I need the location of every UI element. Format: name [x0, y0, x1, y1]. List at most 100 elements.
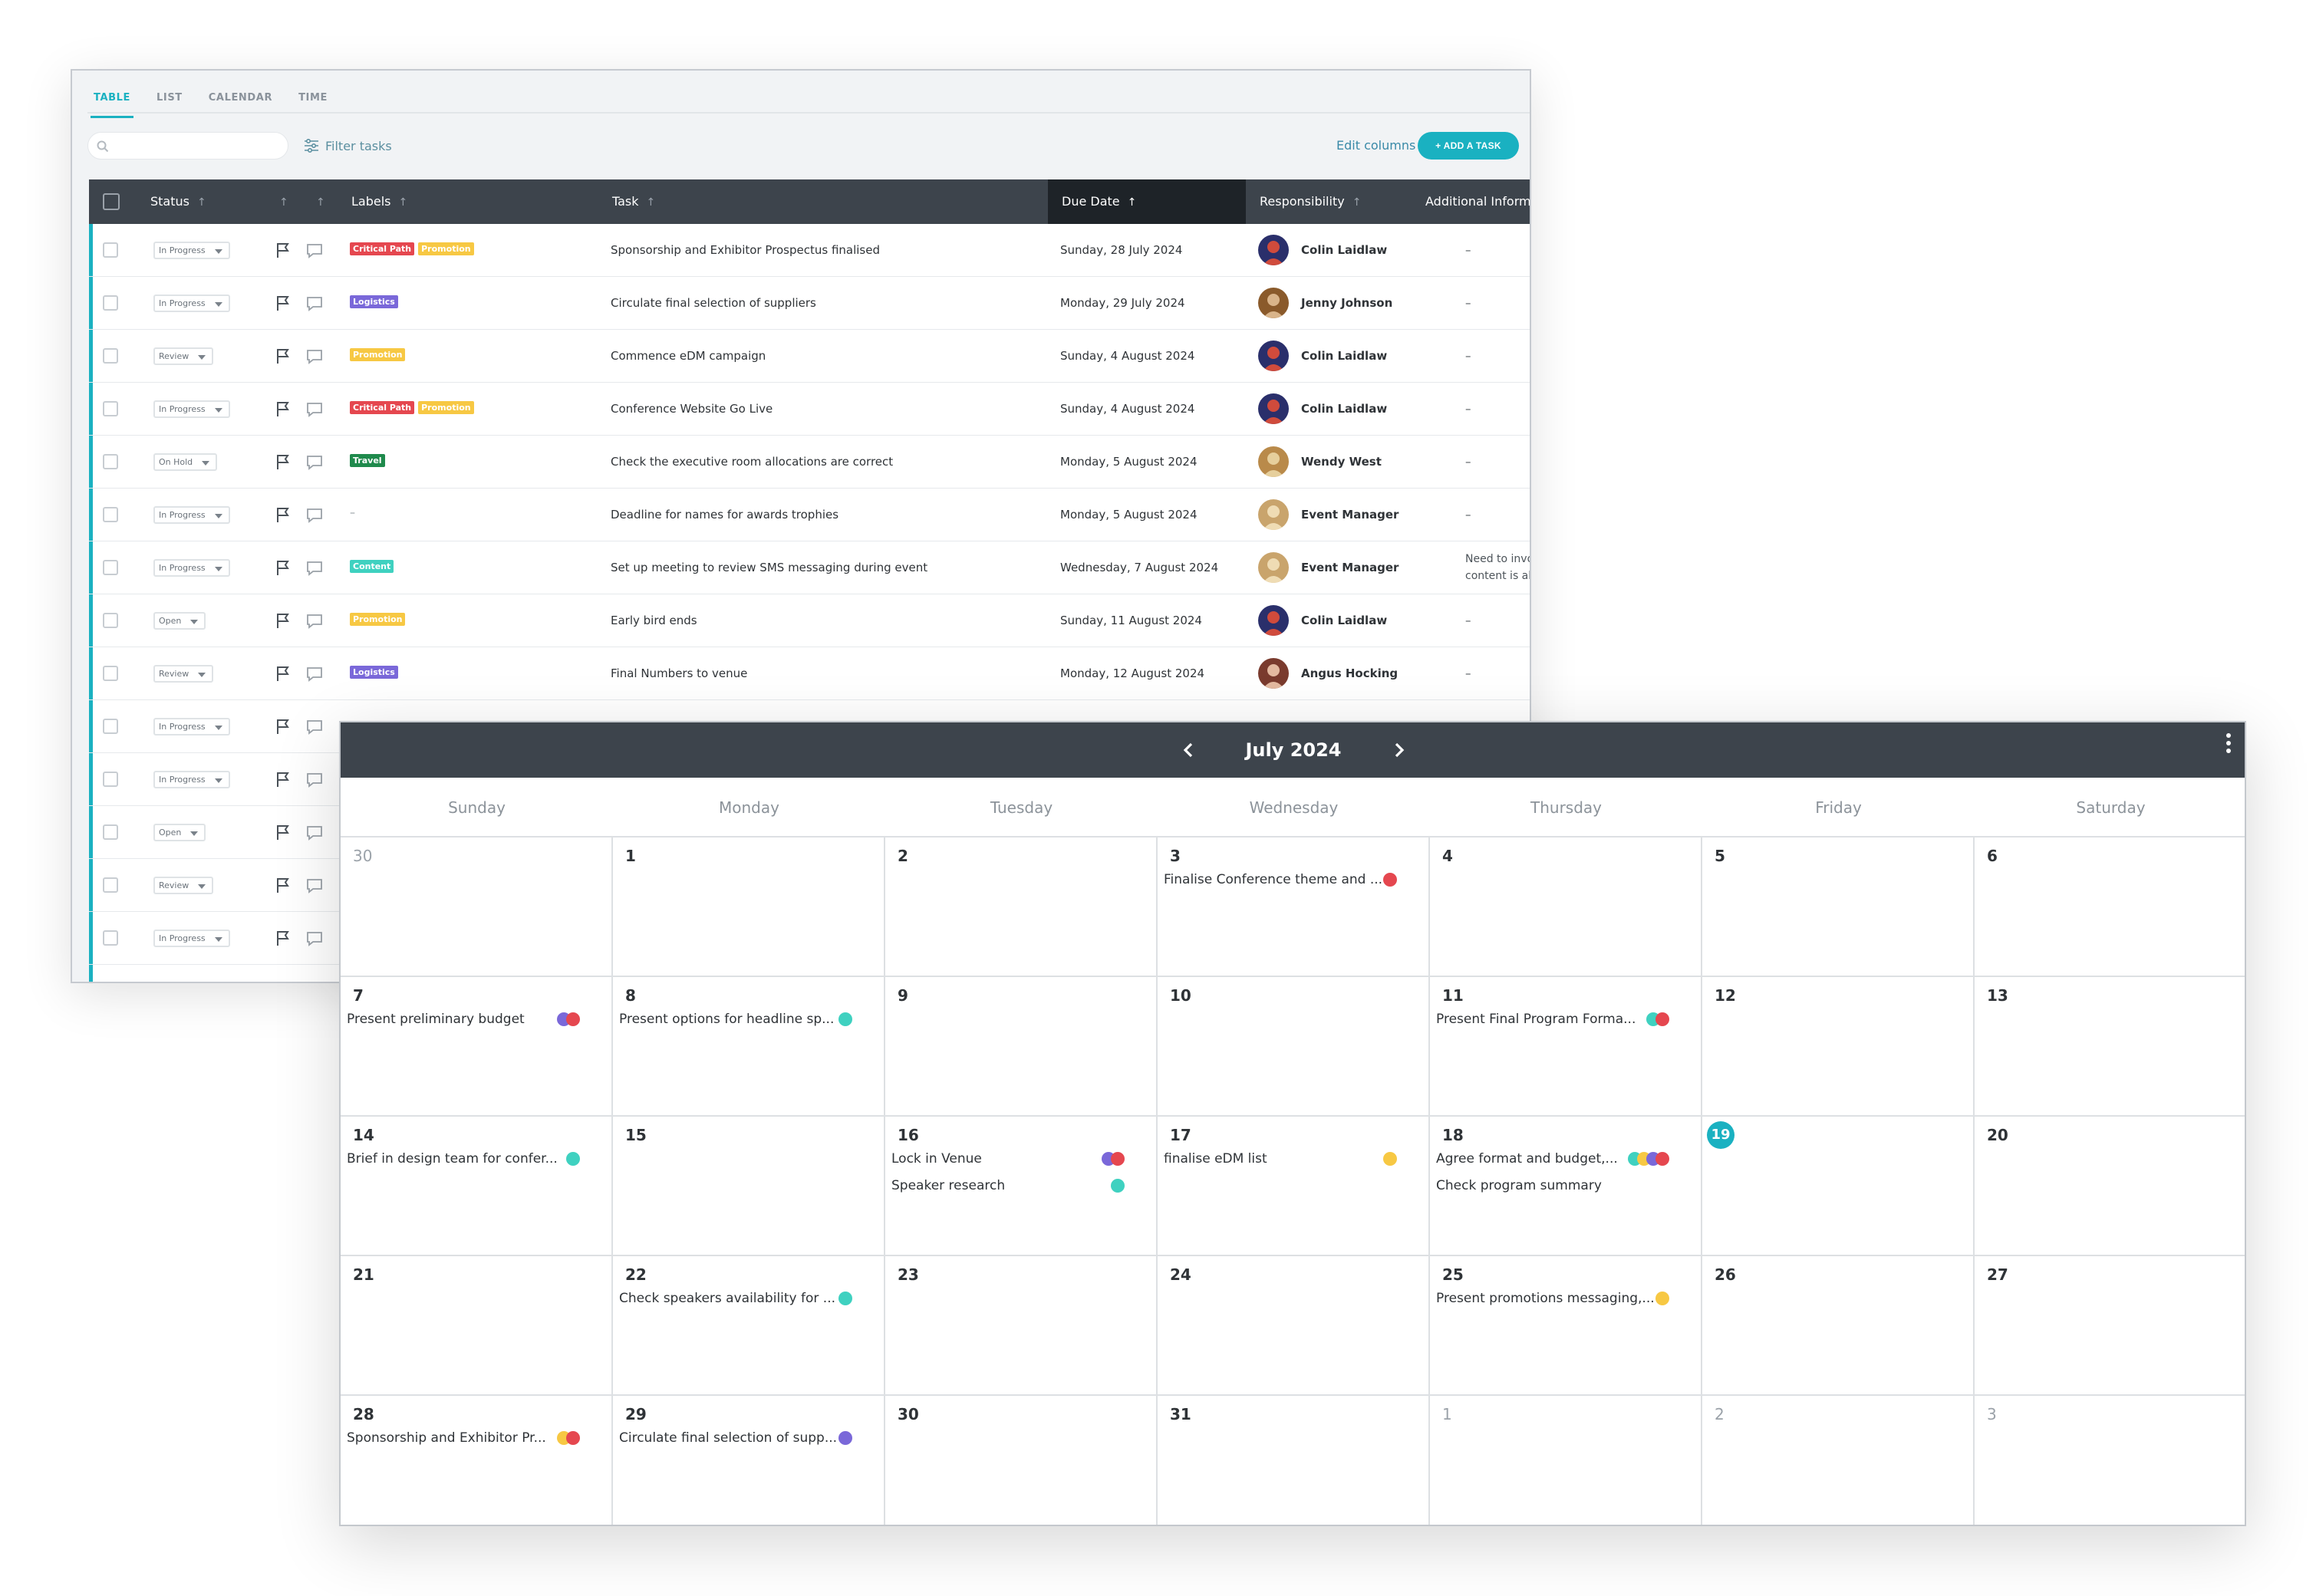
table-row[interactable]: In Progress – Deadline for names for award… [89, 489, 1530, 541]
labels-cell[interactable]: Promotion [350, 613, 406, 626]
calendar-event[interactable]: Agree format and budget,... [1436, 1147, 1618, 1170]
calendar-day-cell[interactable]: 28 Sponsorship and Exhibitor Pr... [341, 1396, 613, 1525]
status-dropdown[interactable]: In Progress [153, 718, 230, 735]
calendar-day-cell[interactable]: 2 [1702, 1396, 1975, 1525]
calendar-day-cell[interactable]: 12 [1702, 977, 1975, 1117]
status-dropdown[interactable]: In Progress [153, 559, 230, 577]
table-row[interactable]: Review Logistics Final Numbers to venue Mon… [89, 647, 1530, 700]
calendar-event[interactable]: Check program summary [1436, 1174, 1602, 1197]
flag-icon[interactable] [275, 770, 292, 788]
status-dropdown[interactable]: In Progress [153, 400, 230, 418]
row-checkbox[interactable] [103, 666, 118, 681]
calendar-day-cell[interactable]: 18 Agree format and budget,... Check progr… [1430, 1117, 1702, 1256]
calendar-day-cell[interactable]: 20 [1975, 1117, 2245, 1256]
comment-icon[interactable] [305, 613, 324, 630]
sort-arrow-icon[interactable]: ↑ [398, 196, 408, 209]
comment-icon[interactable] [305, 666, 324, 683]
row-checkbox[interactable] [103, 454, 118, 469]
status-dropdown[interactable]: In Progress [153, 771, 230, 788]
tab-table[interactable]: TABLE [91, 87, 133, 118]
task-name[interactable]: Deadline for names for awards trophies [611, 508, 839, 522]
table-row[interactable]: In Progress Logistics Circulate final sele… [89, 277, 1530, 330]
table-row[interactable]: On Hold Travel Check the executive room al… [89, 436, 1530, 489]
column-additional-info[interactable]: Additional Informa [1425, 179, 1530, 224]
calendar-day-cell[interactable]: 30 [885, 1396, 1158, 1525]
calendar-day-cell[interactable]: 17 finalise eDM list [1158, 1117, 1430, 1256]
status-dropdown[interactable]: On Hold [153, 453, 218, 471]
table-row[interactable]: Open Promotion Early bird ends Sunday, 11 A… [89, 594, 1530, 647]
calendar-day-cell[interactable]: 7 Present preliminary budget [341, 977, 613, 1117]
calendar-day-cell[interactable]: 1 [613, 837, 885, 977]
search-input[interactable] [114, 137, 275, 156]
task-name[interactable]: Sponsorship and Exhibitor Prospectus fin… [611, 243, 880, 257]
flag-icon[interactable] [275, 400, 292, 418]
comment-icon[interactable] [305, 242, 324, 259]
sort-arrow-icon[interactable]: ↑ [316, 196, 325, 209]
flag-icon[interactable] [275, 558, 292, 577]
calendar-event[interactable]: Speaker research [891, 1174, 1005, 1197]
calendar-day-cell[interactable]: 30 [341, 837, 613, 977]
task-name[interactable]: Check the executive room allocations are… [611, 455, 894, 469]
comment-icon[interactable] [305, 824, 324, 841]
flag-icon[interactable] [275, 241, 292, 259]
column-flag-sort[interactable]: ↑ [272, 179, 288, 224]
flag-icon[interactable] [275, 664, 292, 683]
status-dropdown[interactable]: Open [153, 824, 206, 841]
flag-icon[interactable] [275, 452, 292, 471]
flag-icon[interactable] [275, 823, 292, 841]
comment-icon[interactable] [305, 507, 324, 524]
flag-icon[interactable] [275, 717, 292, 735]
calendar-day-cell[interactable]: 25 Present promotions messaging,... [1430, 1256, 1702, 1396]
comment-icon[interactable] [305, 719, 324, 735]
row-checkbox[interactable] [103, 877, 118, 893]
row-checkbox[interactable] [103, 719, 118, 734]
task-name[interactable]: Final Numbers to venue [611, 666, 748, 680]
comment-icon[interactable] [305, 930, 324, 947]
calendar-day-cell[interactable]: 24 [1158, 1256, 1430, 1396]
calendar-day-cell[interactable]: 21 [341, 1256, 613, 1396]
calendar-event[interactable]: Present preliminary budget [347, 1008, 525, 1031]
calendar-day-cell[interactable]: 2 [885, 837, 1158, 977]
calendar-day-cell[interactable]: 23 [885, 1256, 1158, 1396]
sort-arrow-icon[interactable]: ↑ [646, 196, 656, 209]
calendar-event[interactable]: Circulate final selection of supp... [619, 1427, 837, 1450]
comment-icon[interactable] [305, 560, 324, 577]
labels-cell[interactable]: Travel [350, 454, 385, 467]
labels-cell[interactable]: Critical Path Promotion [350, 401, 474, 414]
table-row[interactable]: Review Promotion Commence eDM campaign Sund… [89, 330, 1530, 383]
calendar-event[interactable]: Sponsorship and Exhibitor Pr... [347, 1427, 546, 1450]
calendar-day-cell[interactable]: 16 Lock in Venue Speaker research [885, 1117, 1158, 1256]
row-checkbox[interactable] [103, 242, 118, 258]
comment-icon[interactable] [305, 454, 324, 471]
status-dropdown[interactable]: In Progress [153, 930, 230, 947]
row-checkbox[interactable] [103, 348, 118, 364]
row-checkbox[interactable] [103, 401, 118, 416]
sort-arrow-icon[interactable]: ↑ [1352, 196, 1362, 209]
tab-list[interactable]: LIST [156, 92, 183, 104]
labels-cell[interactable]: Critical Path Promotion [350, 242, 474, 255]
calendar-day-cell[interactable]: 1 [1430, 1396, 1702, 1525]
calendar-day-cell[interactable]: 27 [1975, 1256, 2245, 1396]
task-name[interactable]: Circulate final selection of suppliers [611, 296, 816, 310]
calendar-day-cell[interactable]: 31 [1158, 1396, 1430, 1525]
column-due-date[interactable]: Due Date ↑ [1062, 179, 1136, 224]
calendar-day-cell[interactable]: 6 [1975, 837, 2245, 977]
calendar-day-cell[interactable]: 8 Present options for headline sp... [613, 977, 885, 1117]
table-row[interactable]: In Progress Critical Path Promotion Sponsor… [89, 224, 1530, 277]
search-box[interactable] [87, 132, 288, 160]
flag-icon[interactable] [275, 294, 292, 312]
comment-icon[interactable] [305, 772, 324, 788]
calendar-event[interactable]: Lock in Venue [891, 1147, 982, 1170]
calendar-day-cell[interactable]: 5 [1702, 837, 1975, 977]
status-dropdown[interactable]: Open [153, 612, 206, 630]
column-responsibility[interactable]: Responsibility ↑ [1260, 179, 1361, 224]
calendar-day-cell[interactable]: 11 Present Final Program Forma... [1430, 977, 1702, 1117]
row-checkbox[interactable] [103, 560, 118, 575]
calendar-day-cell[interactable]: 15 [613, 1117, 885, 1256]
row-checkbox[interactable] [103, 507, 118, 522]
task-name[interactable]: Commence eDM campaign [611, 349, 766, 363]
status-dropdown[interactable]: In Progress [153, 506, 230, 524]
flag-icon[interactable] [275, 505, 292, 524]
task-name[interactable]: Set up meeting to review SMS messaging d… [611, 561, 928, 574]
comment-icon[interactable] [305, 295, 324, 312]
